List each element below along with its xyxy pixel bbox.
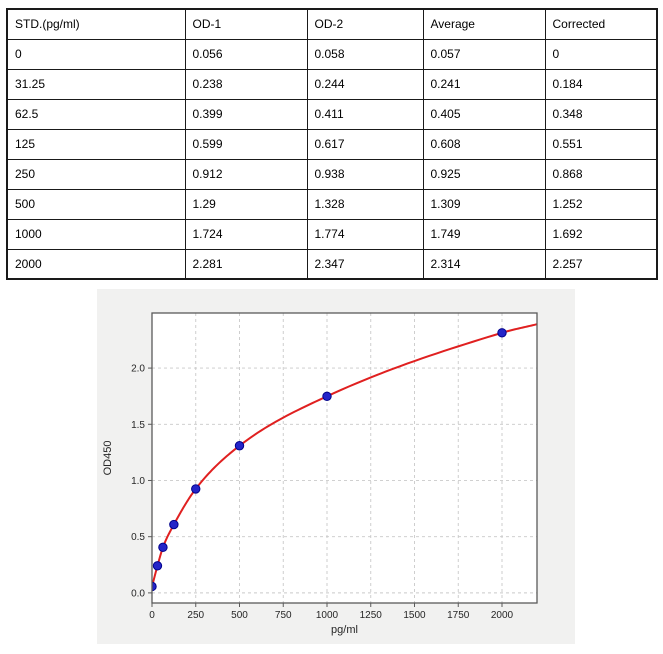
table-cell: 0.868 xyxy=(544,158,658,190)
data-point xyxy=(191,484,201,494)
x-tick-label: 250 xyxy=(187,610,204,621)
table-cell: 0 xyxy=(6,38,186,70)
data-point xyxy=(152,561,163,571)
table-cell: 62.5 xyxy=(6,98,186,130)
table-cell: 2.347 xyxy=(306,248,424,280)
table-row: 2000 2.281 2.347 2.314 2.257 xyxy=(6,248,658,280)
table-cell: 0.238 xyxy=(184,68,308,100)
column-header: OD-2 xyxy=(306,8,424,40)
x-tick-label: 1750 xyxy=(447,610,470,621)
table-cell: 0.184 xyxy=(544,68,658,100)
table-cell: 0.399 xyxy=(184,98,308,130)
data-point xyxy=(497,328,507,338)
table-cell: 0.925 xyxy=(422,158,546,190)
table-cell: 1.749 xyxy=(422,218,546,250)
x-tick-label: 1000 xyxy=(316,610,339,621)
table-cell: 1.328 xyxy=(306,188,424,220)
standard-curve-chart: 0 250 500 750 1000 1250 1500 1750 2000 0.0 0.5 1.0 1… xyxy=(102,312,538,636)
table-cell: 0.057 xyxy=(422,38,546,70)
table-row: 31.25 0.238 0.244 0.241 0.184 xyxy=(6,68,658,100)
table-cell: 0.405 xyxy=(422,98,546,130)
column-header: STD.(pg/ml) xyxy=(6,8,186,40)
standards-table: STD.(pg/ml) OD-1 OD-2 Average Corrected 0 0.0… xyxy=(6,8,658,280)
table-cell: 1.724 xyxy=(184,218,308,250)
table-cell: 2000 xyxy=(6,248,186,280)
table-cell: 2.257 xyxy=(544,248,658,280)
plot-border xyxy=(151,312,538,604)
standard-curve-figure: 0 250 500 750 1000 1250 1500 1750 2000 0.0 0.5 1.0 1… xyxy=(97,289,575,644)
column-header: OD-1 xyxy=(184,8,308,40)
x-tick-label: 500 xyxy=(231,610,248,621)
table-cell: 0.617 xyxy=(306,128,424,160)
plot-area xyxy=(152,313,537,603)
table-row: 250 0.912 0.938 0.925 0.868 xyxy=(6,158,658,190)
table-cell: 0.241 xyxy=(422,68,546,100)
y-tick-label: 0.5 xyxy=(131,532,145,543)
table-cell: 0.938 xyxy=(306,158,424,190)
table-cell: 0.551 xyxy=(544,128,658,160)
table-cell: 1.29 xyxy=(184,188,308,220)
table-cell: 0.599 xyxy=(184,128,308,160)
table-cell: 1.309 xyxy=(422,188,546,220)
x-tick-label: 0 xyxy=(149,610,155,621)
x-axis-label: pg/ml xyxy=(331,624,358,636)
column-header: Corrected xyxy=(544,8,658,40)
y-tick-label: 2.0 xyxy=(131,364,145,375)
data-point xyxy=(152,581,157,592)
table-cell: 0.912 xyxy=(184,158,308,190)
table-cell: 500 xyxy=(6,188,186,220)
table-cell: 1.692 xyxy=(544,218,658,250)
x-tick-label: 1500 xyxy=(403,610,426,621)
y-tick-label: 1.0 xyxy=(131,476,145,487)
table-cell: 0.411 xyxy=(306,98,424,130)
y-tick-label: 0.0 xyxy=(131,588,145,599)
y-axis-label: OD450 xyxy=(102,441,114,476)
y-tick-label: 1.5 xyxy=(131,420,145,431)
table-row: 125 0.599 0.617 0.608 0.551 xyxy=(6,128,658,160)
table-row: 1000 1.724 1.774 1.749 1.692 xyxy=(6,218,658,250)
table-row: 62.5 0.399 0.411 0.405 0.348 xyxy=(6,98,658,130)
x-tick-label: 1250 xyxy=(360,610,383,621)
table-cell: 250 xyxy=(6,158,186,190)
table-cell: 31.25 xyxy=(6,68,186,100)
table-cell: 2.281 xyxy=(184,248,308,280)
table-cell: 0.056 xyxy=(184,38,308,70)
table-row: 0 0.056 0.058 0.057 0 xyxy=(6,38,658,70)
data-point xyxy=(322,391,332,401)
table-cell: 1000 xyxy=(6,218,186,250)
table-cell: 0.058 xyxy=(306,38,424,70)
data-point xyxy=(169,519,179,530)
table-row: 500 1.29 1.328 1.309 1.252 xyxy=(6,188,658,220)
table-header-row: STD.(pg/ml) OD-1 OD-2 Average Corrected xyxy=(6,8,658,40)
table-cell: 1.774 xyxy=(306,218,424,250)
x-tick-label: 2000 xyxy=(491,610,514,621)
table-cell: 0 xyxy=(544,38,658,70)
data-point xyxy=(158,542,168,553)
table-cell: 2.314 xyxy=(422,248,546,280)
column-header: Average xyxy=(422,8,546,40)
data-point xyxy=(234,441,245,451)
table-cell: 1.252 xyxy=(544,188,658,220)
table-cell: 125 xyxy=(6,128,186,160)
table-cell: 0.608 xyxy=(422,128,546,160)
table-cell: 0.348 xyxy=(544,98,658,130)
x-tick-label: 750 xyxy=(275,610,292,621)
table-cell: 0.244 xyxy=(306,68,424,100)
